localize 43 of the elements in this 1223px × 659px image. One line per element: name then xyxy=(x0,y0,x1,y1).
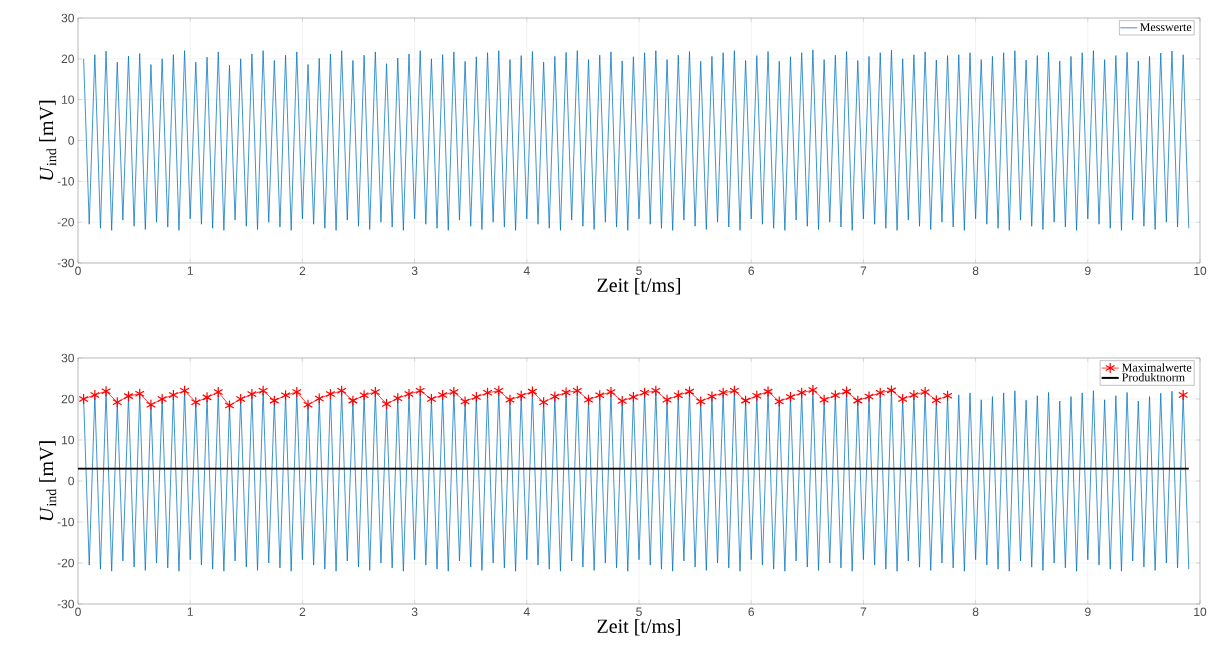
y-tick-label: -10 xyxy=(57,177,74,186)
x-tick-label: 6 xyxy=(748,266,755,276)
y-tick-label: 30 xyxy=(61,13,74,23)
y-tick-label: 10 xyxy=(62,95,74,104)
x-tick-label: 10 xyxy=(1194,607,1207,617)
y-tick-label: 20 xyxy=(61,394,74,404)
y-tick-label: 0 xyxy=(68,476,75,486)
x-axis-title: Zeit [t/ms] xyxy=(597,277,681,295)
x-tick-label: 9 xyxy=(1085,266,1091,276)
y-tick-label: 10 xyxy=(62,435,74,445)
legend-label: Maximalwerte xyxy=(1122,363,1192,372)
y-axis-title: U$_{ind}$ [mV] xyxy=(39,100,57,180)
x-tick-label: 7 xyxy=(860,266,867,275)
x-axis-title: Zeit [t/ms] xyxy=(597,618,681,636)
y-axis-title: U$_{ind}$ [mV] xyxy=(39,441,57,521)
x-tick-label: 1 xyxy=(187,607,193,616)
x-tick-label: 5 xyxy=(636,607,642,616)
x-tick-label: 7 xyxy=(860,607,867,616)
line-series xyxy=(83,49,1190,231)
x-tick-label: 3 xyxy=(411,607,418,617)
x-tick-label: 10 xyxy=(1194,266,1207,276)
x-tick-label: 2 xyxy=(299,607,306,616)
x-tick-label: 5 xyxy=(636,266,642,275)
y-tick-label: -20 xyxy=(57,217,74,227)
legend-label: Produktnorm xyxy=(1122,372,1185,382)
x-tick-label: 8 xyxy=(972,266,979,276)
x-tick-label: 3 xyxy=(411,266,418,276)
y-tick-label: 30 xyxy=(61,353,74,363)
x-tick-label: 6 xyxy=(748,607,755,617)
x-tick-label: 8 xyxy=(972,607,979,617)
line-series xyxy=(83,389,1190,572)
x-tick-label: 4 xyxy=(523,266,530,275)
legend-label: Messwerte xyxy=(1140,23,1192,32)
x-tick-label: 2 xyxy=(299,266,306,275)
y-tick-label: -20 xyxy=(57,558,74,568)
x-tick-label: 4 xyxy=(523,607,530,616)
x-tick-label: 1 xyxy=(187,266,193,275)
y-tick-label: -30 xyxy=(57,258,74,268)
y-tick-label: -10 xyxy=(57,517,74,527)
x-tick-label: 9 xyxy=(1085,607,1091,617)
y-tick-label: 20 xyxy=(61,54,74,64)
y-tick-label: -30 xyxy=(57,599,74,609)
y-tick-label: 0 xyxy=(68,136,75,145)
